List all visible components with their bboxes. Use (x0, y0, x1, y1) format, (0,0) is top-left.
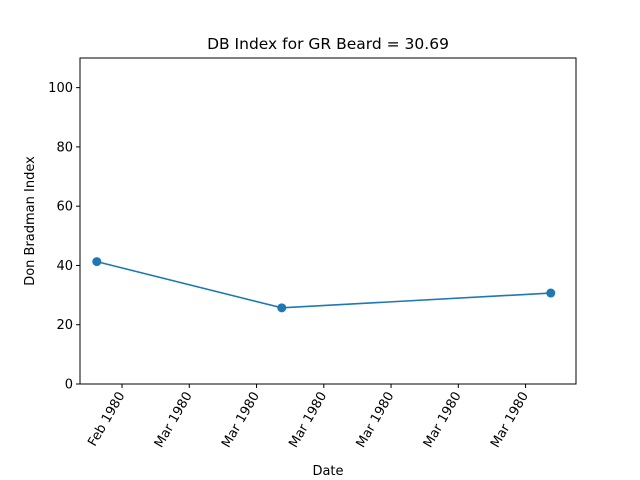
y-tick-label: 0 (65, 378, 73, 393)
data-point[interactable] (277, 303, 287, 313)
x-tick-label: Mar 1980 (488, 390, 532, 451)
x-tick-label: Mar 1980 (286, 390, 330, 451)
series-line (96, 260, 551, 309)
plot-layer (92, 257, 556, 313)
x-tick-label: Mar 1980 (152, 390, 196, 451)
x-tick-label: Mar 1980 (354, 390, 398, 451)
x-axis: Feb 1980 Mar 1980 Mar 1980 Mar 1980 Mar 1980… (85, 384, 532, 450)
y-tick-label: 60 (56, 200, 73, 215)
x-tick-label: Mar 1980 (421, 390, 465, 451)
y-axis: 0 20 40 60 80 100 (48, 81, 80, 393)
data-point[interactable] (92, 257, 102, 267)
y-tick-label: 40 (56, 259, 73, 274)
y-tick-label: 100 (48, 81, 73, 96)
x-tick-label: Mar 1980 (219, 390, 263, 451)
x-axis-title: Date (312, 464, 343, 479)
y-tick-label: 80 (56, 140, 73, 155)
plot-frame (79, 57, 577, 385)
chart-title: DB Index for GR Beard = 30.69 (207, 35, 449, 53)
y-axis-title: Don Bradman Index (23, 156, 38, 286)
x-tick-label: Feb 1980 (85, 390, 128, 450)
y-tick-label: 20 (56, 318, 73, 333)
data-point[interactable] (546, 288, 556, 298)
